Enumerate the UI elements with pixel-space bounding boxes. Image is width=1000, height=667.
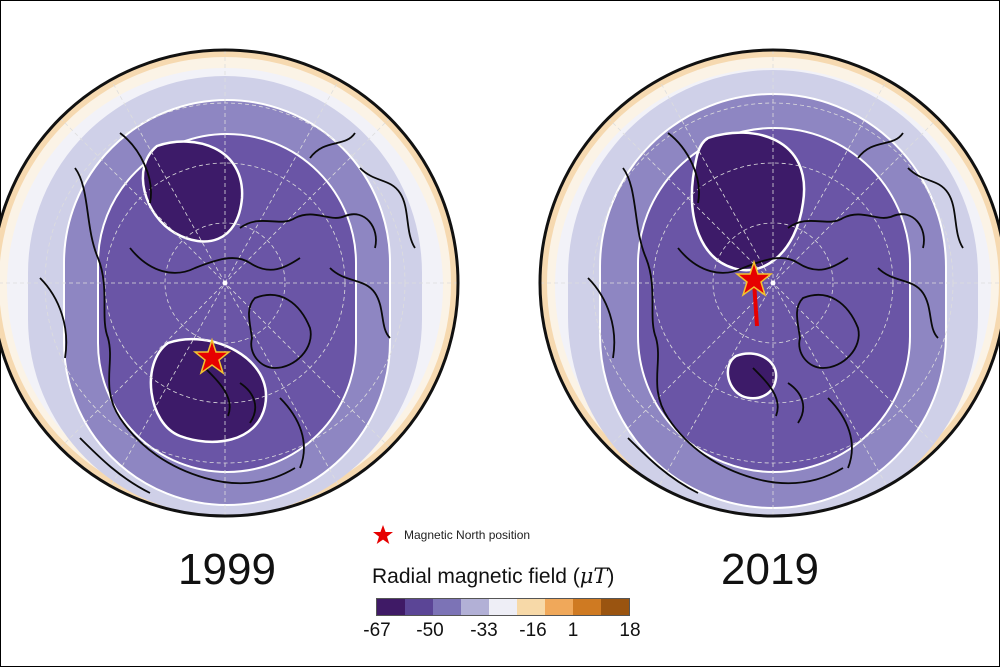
colorbar-swatch — [573, 599, 601, 615]
colorbar-swatch — [545, 599, 573, 615]
globe-map-1999 — [0, 48, 460, 518]
coastlines — [587, 132, 964, 494]
globe-map-2019 — [538, 48, 1000, 518]
legend-marker-entry: Magnetic North position — [372, 524, 530, 546]
colorbar-ticks: -67 -50 -33 -16 1 18 — [350, 620, 670, 650]
colorbar-tick-label: -16 — [519, 620, 547, 641]
colorbar-swatch — [461, 599, 489, 615]
geographic-north-pole — [222, 280, 228, 286]
coastlines — [39, 132, 416, 494]
colorbar-swatch — [517, 599, 545, 615]
geographic-north-pole — [770, 280, 776, 286]
year-label-1999: 1999 — [178, 545, 276, 594]
colorbar-tick-label: 1 — [567, 620, 579, 641]
red-star-icon — [373, 525, 393, 544]
colorbar-tick-label: -50 — [416, 620, 444, 641]
colorbar — [376, 598, 630, 616]
magnetic-north-star — [734, 259, 774, 297]
colorbar-swatch — [377, 599, 405, 615]
colorbar-title-unit: μT — [579, 564, 608, 588]
magnetic-north-star — [192, 337, 232, 375]
flux-lobe-lower — [726, 352, 778, 400]
colorbar-tick-label: 18 — [619, 620, 641, 641]
flux-lobe-lower — [149, 337, 268, 443]
colorbar-swatch — [601, 599, 629, 615]
colorbar-tick-label: -33 — [470, 620, 498, 641]
colorbar-swatch — [489, 599, 517, 615]
colorbar-swatch — [433, 599, 461, 615]
colorbar-title-suffix: ) — [607, 565, 615, 588]
globe-outline — [538, 48, 1000, 518]
year-label-2019: 2019 — [721, 545, 819, 594]
colorbar-swatch — [405, 599, 433, 615]
colorbar-tick-label: -67 — [363, 620, 391, 641]
legend-marker-label: Magnetic North position — [404, 528, 531, 542]
magnetic-north-path — [752, 281, 759, 327]
colorbar-title-prefix: Radial magnetic field ( — [372, 565, 580, 588]
colorbar-title: Radial magnetic field (μT) — [372, 564, 614, 589]
globe-outline — [0, 48, 460, 518]
